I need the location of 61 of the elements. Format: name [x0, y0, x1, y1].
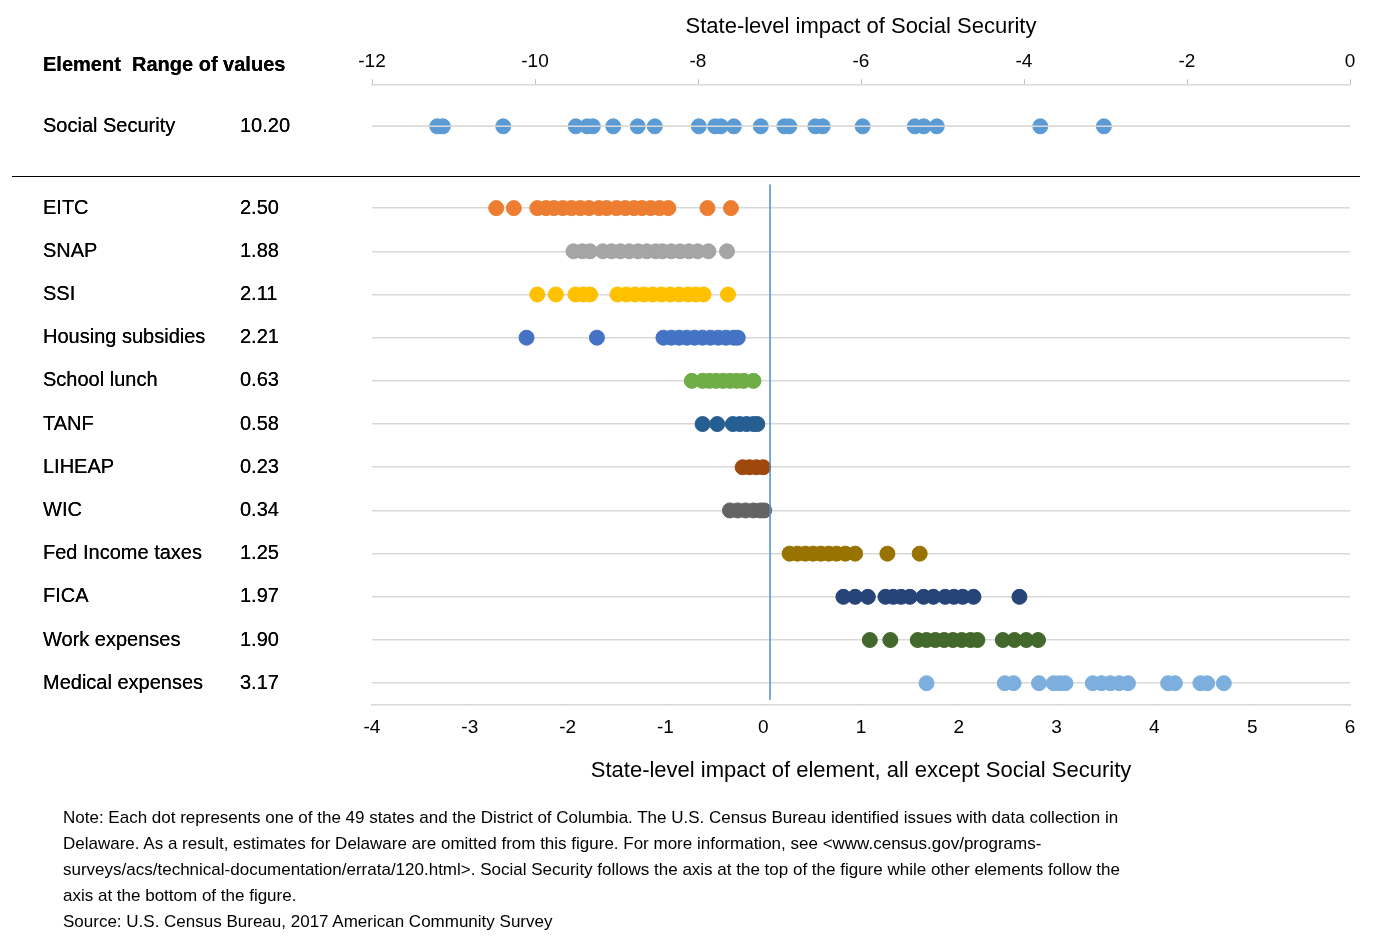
point [1032, 118, 1049, 135]
text: 0.23 [240, 454, 279, 477]
y-tick-label: Fed Income taxes [43, 541, 202, 564]
x-tick-label: -12 [358, 50, 386, 72]
y-tick-label: EITC [43, 195, 89, 218]
point [629, 118, 646, 135]
y-tick-label: SSI [43, 281, 76, 304]
text: 10.20 [240, 113, 291, 136]
x-tick-label: 2 [953, 716, 965, 738]
y-tick-label: LIHEAP [43, 454, 115, 477]
point [495, 118, 512, 135]
x-tick-label: -10 [521, 50, 549, 72]
point [1095, 118, 1112, 135]
x-tick-label: 0 [757, 716, 769, 738]
text: 2.21 [240, 325, 279, 348]
y-tick-label: Medical expenses [43, 670, 204, 693]
text: Note: Each dot represents one of the 49 states and the District of Columbia. The U.S. Census Bureau identified issues with data collection in Delaware. As a result, estimates for Delaware are omitted from this figure. For more information, see <www.census.gov/programs-surveys/acs/technical-documentation/errata/120.html>. Social Security follows the axis at the top of the figure while other elements follow the axis at the bottom of the figure. [63, 807, 1121, 907]
point [690, 118, 707, 135]
y-tick-label: TANF [43, 411, 94, 434]
point [854, 118, 871, 135]
point [646, 118, 663, 135]
x-tick-label: 4 [1149, 716, 1161, 738]
y-tick-label: School lunch [43, 368, 158, 391]
point [605, 118, 622, 135]
y-tick-label: FICA [43, 584, 90, 607]
text: 1.90 [240, 627, 279, 650]
x-tick-label: -2 [559, 716, 577, 738]
x-tick-label: -4 [1015, 50, 1033, 72]
x-tick-label: -8 [689, 50, 707, 72]
text: 1.88 [240, 238, 279, 261]
x-tick-label: 5 [1246, 716, 1258, 738]
x-axis-title: State-level impact of element, all except Social Security [590, 756, 1132, 782]
y-tick-label: Social Security [43, 113, 176, 136]
text: 0.34 [240, 497, 279, 520]
x-tick-label: 3 [1051, 716, 1062, 738]
x-tick-label: -3 [461, 716, 479, 738]
text: 0.63 [240, 368, 279, 391]
y-tick-label: WIC [43, 497, 82, 520]
text: 1.25 [240, 541, 279, 564]
x-tick-label: 6 [1344, 716, 1356, 738]
text: Element [43, 52, 122, 75]
point [928, 118, 945, 135]
x-axis-title: State-level impact of Social Security [685, 13, 1037, 39]
text: 3.17 [240, 670, 279, 693]
text: 2.11 [240, 281, 278, 304]
text: 1.97 [240, 584, 279, 607]
x-tick-label: 1 [855, 716, 867, 738]
x-tick-label: 0 [1344, 50, 1356, 72]
point [725, 118, 742, 135]
x-tick-label: -1 [656, 716, 674, 738]
x-tick-label: -4 [363, 716, 381, 738]
text: 2.50 [240, 195, 279, 218]
y-tick-label: Housing subsidies [43, 325, 206, 348]
y-tick-label: Work expenses [43, 627, 181, 650]
x-tick-label: -6 [852, 50, 870, 72]
point [752, 118, 769, 135]
x-tick-label: -2 [1178, 50, 1196, 72]
text: Range of values [132, 52, 286, 75]
text: 0.58 [240, 411, 279, 434]
source-note: Source: U.S. Census Bureau, 2017 American Community Survey [63, 911, 554, 933]
y-tick-label: SNAP [43, 238, 98, 261]
